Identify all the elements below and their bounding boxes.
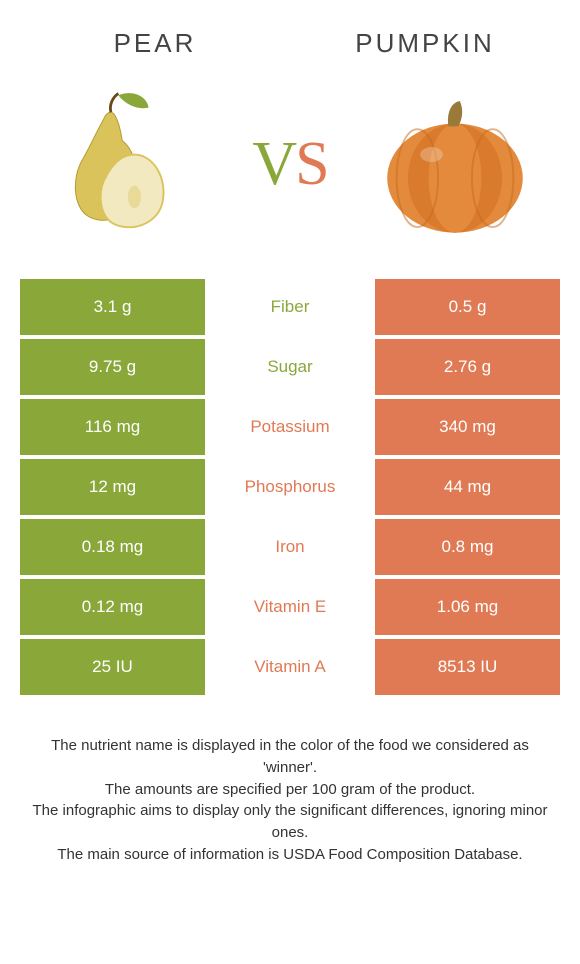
- footer-line-3: The infographic aims to display only the…: [30, 800, 550, 844]
- footer-notes: The nutrient name is displayed in the co…: [0, 695, 580, 866]
- left-value-cell: 3.1 g: [20, 279, 205, 335]
- left-value-cell: 9.75 g: [20, 339, 205, 395]
- right-value-cell: 44 mg: [375, 459, 560, 515]
- nutrient-name-cell: Phosphorus: [209, 459, 371, 515]
- table-row: 12 mgPhosphorus44 mg: [20, 459, 560, 515]
- header-row: PEAR PUMPKIN: [0, 0, 580, 69]
- right-value-cell: 2.76 g: [375, 339, 560, 395]
- nutrient-name-cell: Sugar: [209, 339, 371, 395]
- left-value-cell: 0.12 mg: [20, 579, 205, 635]
- right-value-cell: 340 mg: [375, 399, 560, 455]
- left-value-cell: 116 mg: [20, 399, 205, 455]
- nutrient-name-cell: Vitamin A: [209, 639, 371, 695]
- vs-label: VS: [252, 129, 327, 200]
- right-food-title: PUMPKIN: [290, 28, 560, 59]
- nutrient-name-cell: Iron: [209, 519, 371, 575]
- right-value-cell: 0.5 g: [375, 279, 560, 335]
- nutrient-name-cell: Fiber: [209, 279, 371, 335]
- illustration-row: VS: [0, 69, 580, 279]
- left-value-cell: 12 mg: [20, 459, 205, 515]
- table-row: 116 mgPotassium340 mg: [20, 399, 560, 455]
- right-value-cell: 8513 IU: [375, 639, 560, 695]
- nutrient-name-cell: Vitamin E: [209, 579, 371, 635]
- footer-line-1: The nutrient name is displayed in the co…: [30, 735, 550, 779]
- vs-v: V: [252, 130, 295, 198]
- vs-s: S: [295, 130, 327, 198]
- nutrient-name-cell: Potassium: [209, 399, 371, 455]
- left-food-title: PEAR: [20, 28, 290, 59]
- table-row: 9.75 gSugar2.76 g: [20, 339, 560, 395]
- left-value-cell: 0.18 mg: [20, 519, 205, 575]
- pear-illustration: [40, 79, 210, 249]
- pumpkin-illustration: [370, 79, 540, 249]
- right-value-cell: 0.8 mg: [375, 519, 560, 575]
- table-row: 3.1 gFiber0.5 g: [20, 279, 560, 335]
- table-row: 0.18 mgIron0.8 mg: [20, 519, 560, 575]
- right-value-cell: 1.06 mg: [375, 579, 560, 635]
- footer-line-2: The amounts are specified per 100 gram o…: [30, 779, 550, 801]
- footer-line-4: The main source of information is USDA F…: [30, 844, 550, 866]
- table-row: 0.12 mgVitamin E1.06 mg: [20, 579, 560, 635]
- left-value-cell: 25 IU: [20, 639, 205, 695]
- table-row: 25 IUVitamin A8513 IU: [20, 639, 560, 695]
- nutrient-comparison-table: 3.1 gFiber0.5 g9.75 gSugar2.76 g116 mgPo…: [0, 279, 580, 695]
